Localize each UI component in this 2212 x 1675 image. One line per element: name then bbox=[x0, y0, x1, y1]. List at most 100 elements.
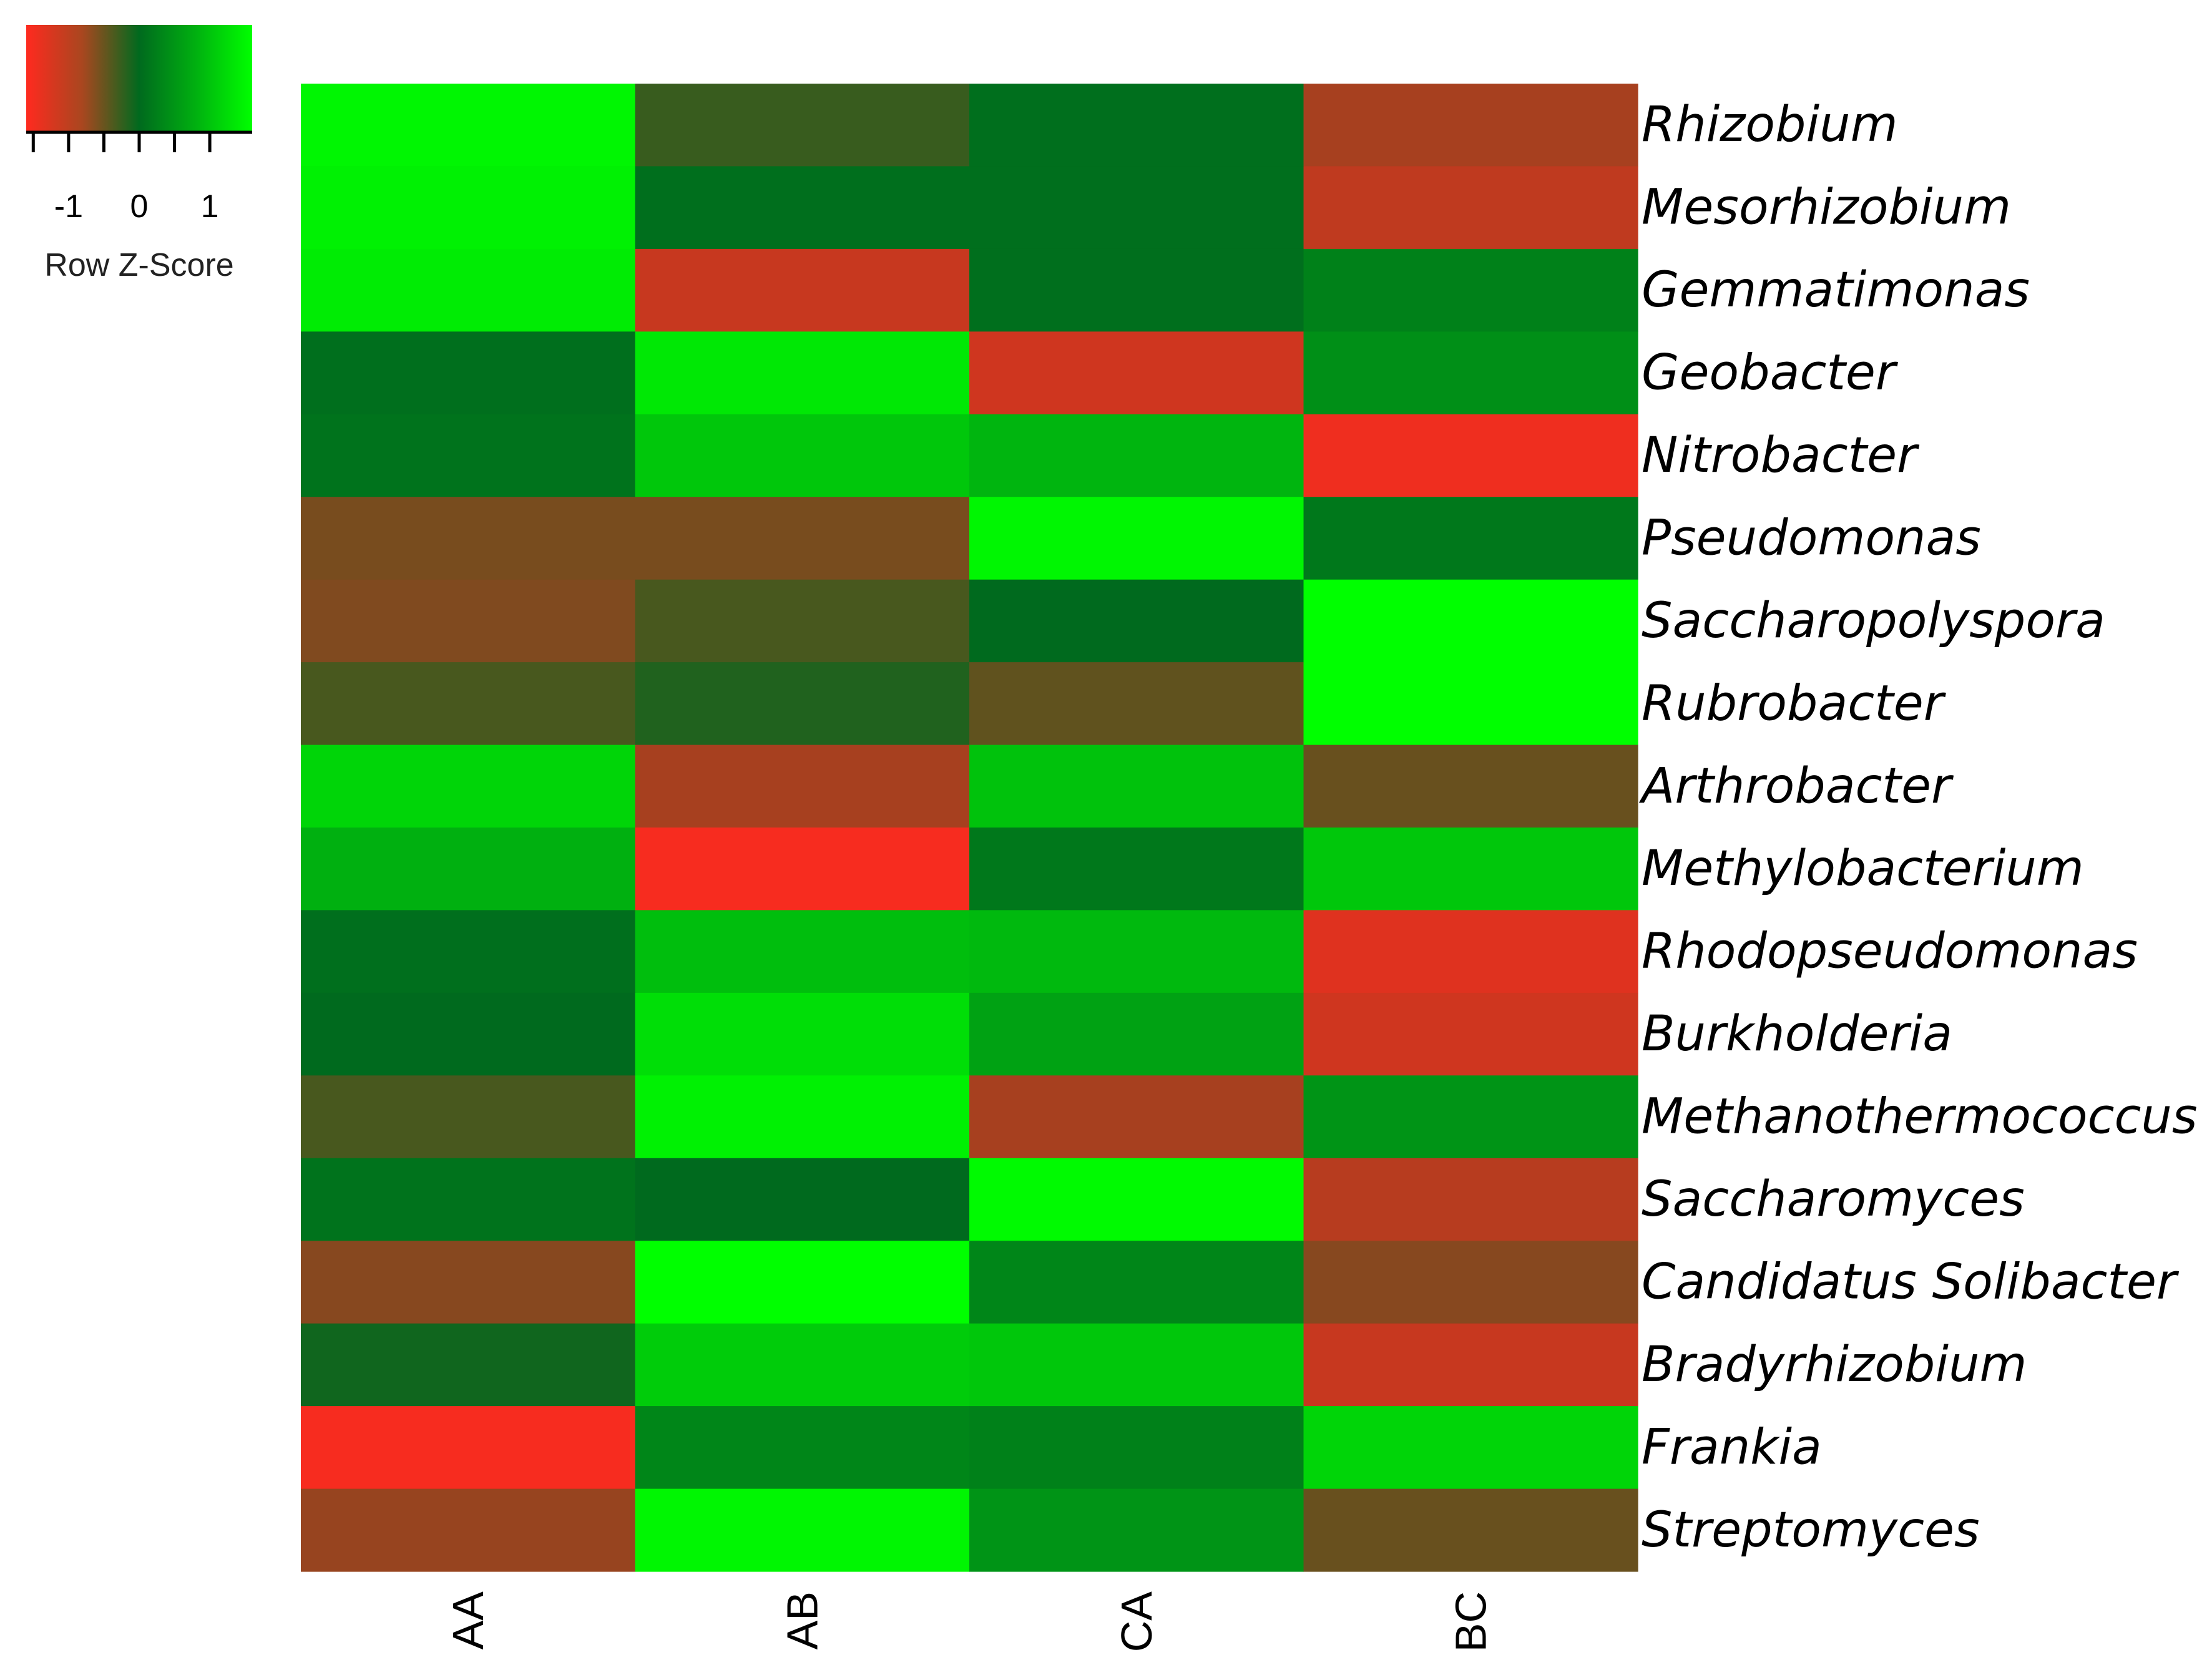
heatmap-cell bbox=[635, 166, 970, 250]
heatmap-cell bbox=[301, 1488, 636, 1572]
heatmap-cell bbox=[1303, 84, 1638, 167]
heatmap-cell bbox=[301, 1158, 636, 1241]
heatmap-cell bbox=[301, 662, 636, 746]
heatmap-cell bbox=[301, 1406, 636, 1490]
heatmap-cell bbox=[301, 248, 636, 332]
row-label: Methanothermococcus bbox=[1642, 1089, 2198, 1145]
heatmap-cell bbox=[969, 497, 1304, 580]
column-label: BC bbox=[1446, 1591, 1495, 1652]
row-label: Burkholderia bbox=[1642, 1006, 1952, 1062]
legend-title: Row Z-Score bbox=[44, 247, 233, 283]
heatmap-cell bbox=[635, 1241, 970, 1324]
legend-tick-label: 1 bbox=[201, 188, 219, 225]
row-label: Rhizobium bbox=[1642, 97, 1898, 153]
heatmap-cell bbox=[1303, 331, 1638, 415]
row-label: Pseudomonas bbox=[1642, 510, 1981, 566]
heatmap-cell bbox=[301, 992, 636, 1076]
heatmap-cell bbox=[969, 745, 1304, 828]
heatmap-cell bbox=[635, 828, 970, 911]
heatmap-cell bbox=[969, 579, 1304, 663]
heatmap-cell bbox=[635, 497, 970, 580]
heatmap-cell bbox=[1303, 745, 1638, 828]
heatmap-cell bbox=[1303, 248, 1638, 332]
heatmap-cell bbox=[969, 84, 1304, 167]
heatmap-cell bbox=[1303, 662, 1638, 746]
column-label: AA bbox=[444, 1591, 492, 1650]
row-label: Saccharomyces bbox=[1642, 1171, 2025, 1228]
row-label: Bradyrhizobium bbox=[1642, 1337, 2027, 1393]
heatmap-cell bbox=[635, 248, 970, 332]
heatmap-cell bbox=[1303, 1323, 1638, 1407]
heatmap-cell bbox=[969, 828, 1304, 911]
heatmap-cell bbox=[1303, 1075, 1638, 1159]
column-label: CA bbox=[1112, 1591, 1161, 1653]
heatmap-cell bbox=[301, 828, 636, 911]
heatmap-cell bbox=[1303, 828, 1638, 911]
heatmap-cell bbox=[969, 414, 1304, 497]
heatmap-cell bbox=[1303, 579, 1638, 663]
row-label: Mesorhizobium bbox=[1642, 180, 2011, 236]
heatmap-cell bbox=[301, 84, 636, 167]
heatmap-cell bbox=[301, 910, 636, 994]
heatmap-cell bbox=[1303, 414, 1638, 497]
heatmap-cell bbox=[301, 579, 636, 663]
heatmap-cell bbox=[301, 1323, 636, 1407]
heatmap-cell bbox=[301, 1241, 636, 1324]
row-label: Nitrobacter bbox=[1642, 427, 1920, 484]
heatmap-cell bbox=[635, 1158, 970, 1241]
legend-gradient-bar bbox=[26, 25, 252, 132]
heatmap-cell bbox=[301, 166, 636, 250]
heatmap-cell bbox=[635, 84, 970, 167]
row-label: Geobacter bbox=[1642, 345, 1899, 401]
heatmap-cell bbox=[969, 910, 1304, 994]
row-labels: Rhizobium Mesorhizobium Gemmatimonas Geobac… bbox=[1638, 97, 2198, 1558]
heatmap-cell bbox=[1303, 910, 1638, 994]
heatmap-cell bbox=[1303, 1406, 1638, 1490]
heatmap-cell bbox=[1303, 166, 1638, 250]
row-label: Candidatus Solibacter bbox=[1642, 1254, 2180, 1310]
row-label: Frankia bbox=[1642, 1419, 1822, 1475]
heatmap-cell bbox=[635, 910, 970, 994]
heatmap-cell bbox=[1303, 1488, 1638, 1572]
row-label: Saccharopolyspora bbox=[1642, 593, 2105, 649]
heatmap-cell bbox=[301, 331, 636, 415]
heatmap-cell bbox=[1303, 992, 1638, 1076]
color-key-legend: -1 0 1 Row Z-Score bbox=[26, 25, 252, 283]
legend-tick-label: 0 bbox=[130, 188, 149, 225]
heatmap-cell bbox=[1303, 1241, 1638, 1324]
heatmap-cell bbox=[301, 414, 636, 497]
heatmap-cell bbox=[635, 1406, 970, 1490]
heatmap-cell bbox=[969, 1075, 1304, 1159]
row-label: Gemmatimonas bbox=[1642, 262, 2030, 318]
heatmap-cell bbox=[969, 248, 1304, 332]
heatmap-cell bbox=[969, 1323, 1304, 1407]
heatmap-cell bbox=[1303, 497, 1638, 580]
row-label: Streptomyces bbox=[1642, 1502, 1980, 1558]
row-label: Rhodopseudomonas bbox=[1642, 924, 2138, 980]
column-label: AB bbox=[778, 1591, 826, 1649]
heatmap-cell bbox=[969, 1488, 1304, 1572]
heatmap-cell bbox=[301, 745, 636, 828]
heatmap-cell bbox=[969, 1241, 1304, 1324]
heatmap-cell bbox=[969, 166, 1304, 250]
heatmap-cell bbox=[969, 331, 1304, 415]
heatmap-cell bbox=[969, 992, 1304, 1076]
heatmap-cell bbox=[635, 992, 970, 1076]
heatmap-cell bbox=[301, 497, 636, 580]
heatmap-cell bbox=[635, 1488, 970, 1572]
heatmap-cell bbox=[301, 1075, 636, 1159]
heatmap-cell bbox=[969, 662, 1304, 746]
heatmap-cell bbox=[635, 662, 970, 746]
row-label: Arthrobacter bbox=[1638, 758, 1954, 814]
column-labels: AA AB CA BC bbox=[444, 1591, 1495, 1653]
heatmap-cell bbox=[969, 1158, 1304, 1241]
heatmap-cell bbox=[1303, 1158, 1638, 1241]
heatmap-cells bbox=[301, 84, 1638, 1572]
row-label: Rubrobacter bbox=[1642, 675, 1947, 731]
heatmap-cell bbox=[635, 1075, 970, 1159]
heatmap-cell bbox=[635, 414, 970, 497]
heatmap-cell bbox=[969, 1406, 1304, 1490]
heatmap-cell bbox=[635, 1323, 970, 1407]
legend-tick-label: -1 bbox=[54, 188, 83, 225]
